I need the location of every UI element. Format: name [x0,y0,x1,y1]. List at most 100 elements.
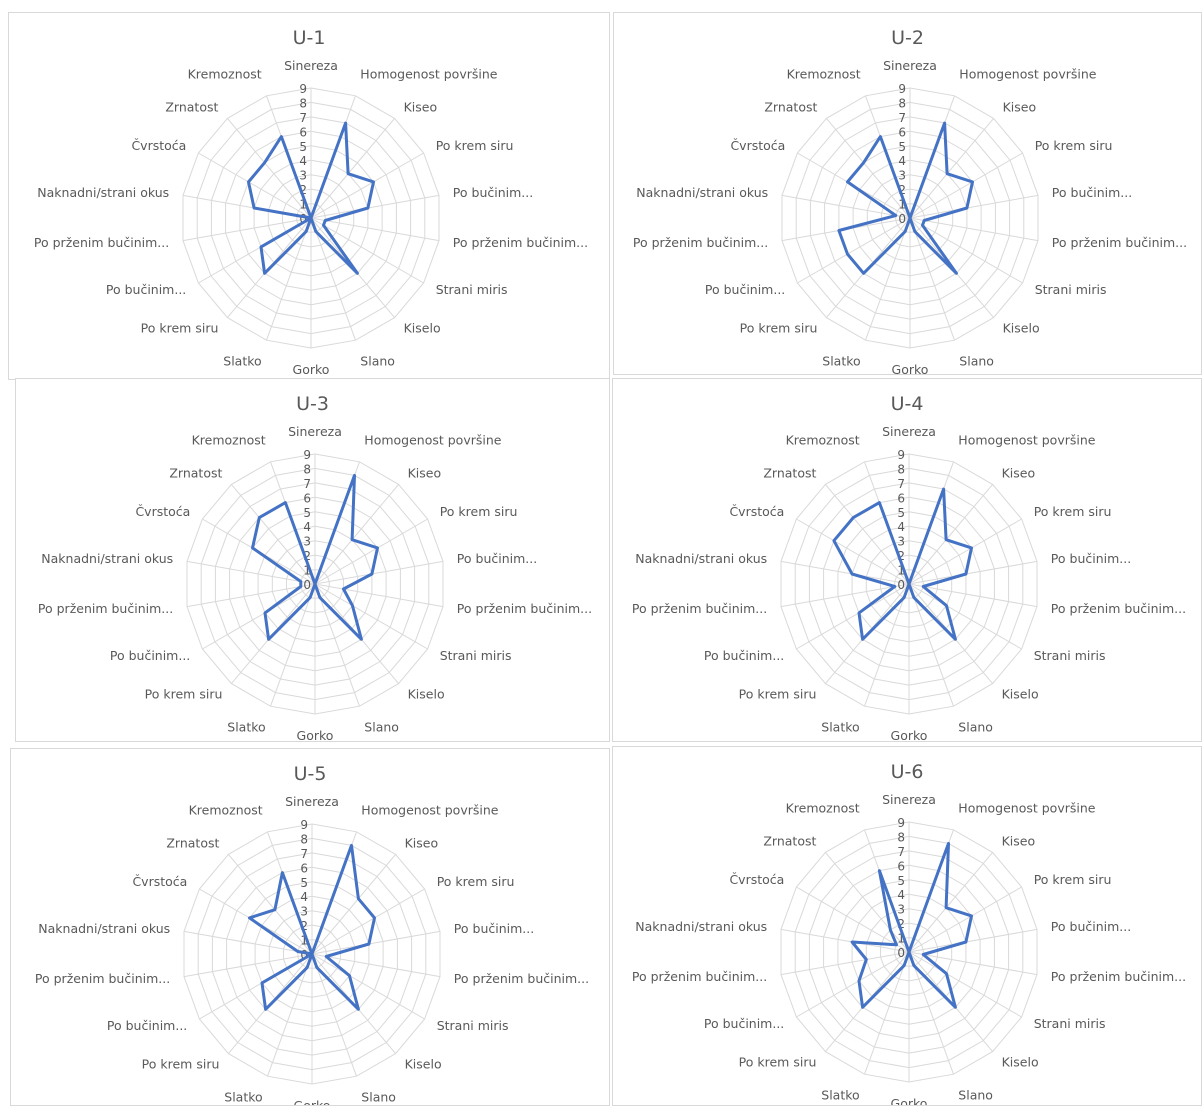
category-label: Po bučinim... [704,1016,784,1031]
tick-label: 7 [299,111,307,125]
category-label: Po prženim bučinim... [454,971,589,986]
tick-label: 5 [897,506,905,520]
category-label: Zrnatost [166,836,219,851]
grid-spoke [909,152,1023,219]
tick-label: 2 [897,917,905,931]
chart-title: U-3 [296,393,329,415]
category-label: Naknadni/strani okus [635,919,767,934]
grid-spoke [909,217,1023,284]
grid-spoke [310,152,424,219]
tick-label: 3 [299,169,307,183]
category-label: Čvrstoća [729,872,784,887]
grid-spoke [311,854,396,955]
category-label: Sinereza [284,58,338,73]
category-label: Homogenost površine [360,67,497,82]
grid-spoke [311,953,425,1020]
category-label: Sinereza [882,424,936,439]
grid-spoke [825,852,910,953]
category-label: Homogenost površine [958,433,1095,448]
category-label: Po krem siru [740,320,818,335]
category-label: Slatko [822,353,860,368]
grid-spoke [780,560,910,585]
grid-spoke [909,217,1039,242]
tick-label: 6 [898,125,906,139]
tick-label: 6 [897,491,905,505]
category-label: Strani miris [436,282,508,297]
tick-label: 9 [299,82,307,96]
chart-title: U-6 [890,761,924,783]
tick-label: 9 [303,448,311,462]
chart-panel-u3: U-3 0 1 2 3 4 5 6 7 8 9 Sinereza Homogenost površin… [15,378,610,742]
category-label: Naknadni/strani okus [38,921,170,936]
category-label: Po prženim bučinim... [457,601,592,616]
tick-label: 2 [303,549,311,563]
category-label: Slano [364,719,399,734]
tick-label: 4 [299,154,307,168]
category-label: Gorko [293,362,330,377]
tick-label: 3 [303,535,311,549]
grid-spoke [228,854,313,955]
grid-spoke [183,930,313,955]
grid-spoke [826,118,911,219]
grid-spoke [314,583,428,650]
category-label: Zrnatost [764,100,817,115]
category-label: Po bučinim... [107,1018,187,1033]
category-label: Po prženim bučinim... [453,235,588,250]
grid-spoke [908,583,954,707]
chart-panel-u4: U-4 0 1 2 3 4 5 6 7 8 9 Sinereza Homogenost površin… [612,378,1202,742]
category-label: Po prženim bučinim... [35,971,170,986]
grid-spoke [865,217,911,341]
grid-spoke [311,953,357,1077]
category-label: Po krem siru [739,686,817,701]
grid-spoke [781,194,911,219]
category-label: Po krem siru [1035,138,1113,153]
category-label: Po prženim bučinim... [1051,969,1186,984]
category-label: Po prženim bučinim... [38,601,173,616]
category-label: Slano [361,1089,396,1104]
tick-label: 1 [303,564,311,578]
category-label: Naknadni/strani okus [635,551,767,566]
category-label: Kiseo [1002,466,1036,481]
grid-spoke [796,518,910,585]
category-label: Po bučinim... [705,282,785,297]
tick-label: 8 [897,830,905,844]
grid-spoke [311,888,425,955]
chart-title: U-2 [891,27,924,49]
category-label: Sinereza [288,424,342,439]
grid-spoke [231,484,316,585]
tick-label: 7 [898,111,906,125]
category-label: Slatko [224,1089,262,1104]
series-line [247,121,375,275]
tick-label: 0 [303,578,311,592]
category-label: Homogenost površine [361,803,498,818]
grid-spoke [266,217,312,341]
tick-label: 9 [300,818,308,832]
category-label: Slatko [223,353,261,368]
tick-label: 2 [300,919,308,933]
grid-spoke [314,583,444,608]
grid-spoke [227,118,312,219]
tick-label: 5 [300,876,308,890]
tick-label: 8 [299,96,307,110]
tick-label: 4 [300,890,308,904]
category-label: Zrnatost [763,466,816,481]
category-label: Kiselo [405,1056,442,1071]
grid-spoke [864,951,910,1075]
chart-title: U-5 [293,763,327,785]
grid-spoke [183,953,313,978]
chart-panel-u1: U-1 0 1 2 3 4 5 6 7 8 9 Sinereza Homogenost površin… [8,12,610,380]
category-label: Strani miris [440,648,512,663]
grid-spoke [310,118,395,219]
category-label: Zrnatost [169,466,222,481]
tick-label: 4 [897,520,905,534]
chart-panel-u2: U-2 0 1 2 3 4 5 6 7 8 9 Sinereza Homogenost površin… [613,12,1202,375]
tick-label: 6 [299,125,307,139]
tick-label: 0 [897,578,905,592]
category-label: Po prženim bučinim... [34,235,169,250]
category-label: Slatko [821,719,859,734]
category-label: Po bučinim... [704,648,784,663]
grid-spoke [314,583,360,707]
tick-label: 2 [897,549,905,563]
